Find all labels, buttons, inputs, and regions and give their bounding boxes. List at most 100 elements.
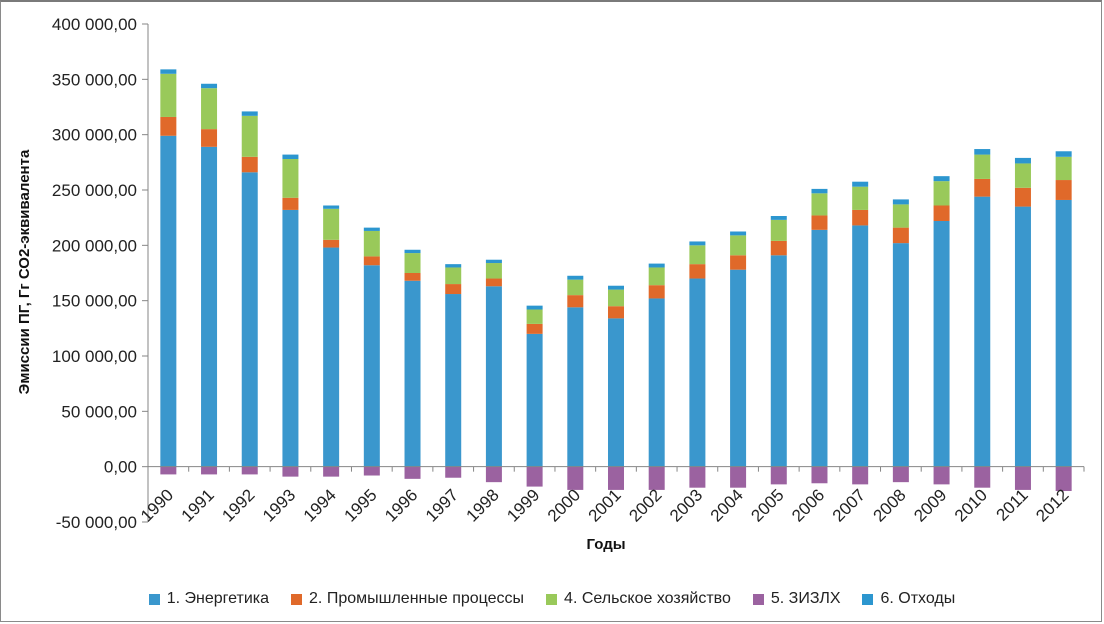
bar-segment-2003-series-4	[689, 466, 706, 488]
y-tick-label: 300 000,00	[52, 126, 137, 145]
y-axis: -50 000,00 0,00 50 000,00 100 000,00 150 000…	[52, 15, 149, 532]
x-tick-label: 1994	[300, 485, 340, 525]
bar-segment-2003-series-3	[689, 245, 706, 265]
bar-segment-2010-series-4	[974, 466, 991, 488]
bar-segment-1994-series-1	[323, 247, 340, 467]
bar-segment-1990-series-3	[160, 73, 177, 117]
legend-item-2: 2. Промышленные процессы	[291, 590, 524, 608]
legend-swatch	[148, 593, 160, 605]
bar-segment-2011-series-2	[1014, 187, 1031, 207]
bar-segment-2003-series-5	[689, 241, 706, 246]
x-tick-label: 2006	[788, 485, 828, 525]
bar-segment-2004-series-2	[730, 255, 747, 270]
bar-segment-2011-series-1	[1014, 206, 1031, 467]
bar-segment-1992-series-1	[241, 172, 258, 467]
bar-segment-2010-series-1	[974, 196, 991, 467]
bar-segment-2005-series-4	[770, 466, 787, 485]
y-tick-label: 50 000,00	[61, 402, 137, 421]
bar-segment-1995-series-1	[363, 265, 380, 467]
bar-segment-2004-series-5	[730, 231, 747, 236]
legend-label: 4. Сельское хозяйство	[564, 590, 731, 607]
bar-segment-1999-series-3	[526, 309, 543, 324]
x-tick-label: 2009	[910, 485, 950, 525]
bar-segment-1992-series-5	[241, 111, 258, 116]
legend-item-1: 1. Энергетика	[148, 590, 269, 608]
bar-segment-2012-series-1	[1055, 199, 1072, 467]
x-tick-label: 2000	[544, 485, 584, 525]
x-tick-label: 2002	[625, 485, 665, 525]
bar-segment-1990-series-2	[160, 116, 177, 136]
bar-segment-1997-series-2	[445, 284, 462, 295]
x-tick-label: 2007	[829, 485, 869, 525]
bar-segment-2002-series-2	[648, 285, 665, 299]
bar-segment-1999-series-4	[526, 466, 543, 487]
bar-segment-2007-series-1	[852, 225, 869, 467]
y-tick-label: -50 000,00	[56, 513, 137, 532]
bar-segment-2008-series-1	[892, 243, 909, 467]
bar-segment-1991-series-5	[201, 83, 218, 89]
bar-segment-1992-series-4	[241, 466, 258, 475]
bar-segment-2006-series-1	[811, 229, 828, 467]
bar-segment-2001-series-2	[608, 306, 624, 319]
x-tick-label: 2004	[707, 485, 747, 525]
legend-swatch	[752, 593, 764, 605]
bar-segment-2000-series-5	[567, 275, 584, 280]
x-tick-label: 2011	[992, 485, 1031, 524]
bar-segment-2005-series-5	[770, 216, 787, 220]
legend-item-5: 6. Отходы	[862, 590, 955, 608]
bar-segment-1999-series-2	[526, 323, 543, 334]
y-tick-label: 350 000,00	[52, 70, 137, 89]
chart-legend: 1. Энергетика 2. Промышленные процессы 4. …	[0, 586, 1104, 612]
y-tick-label: 200 000,00	[52, 236, 137, 255]
bar-segment-2002-series-5	[648, 263, 665, 268]
x-tick-label: 1991	[178, 485, 218, 525]
bar-segment-1992-series-3	[241, 115, 258, 157]
x-tick-label: 2005	[747, 485, 787, 525]
legend-label: 2. Промышленные процессы	[309, 590, 525, 607]
bar-segment-1997-series-4	[445, 466, 462, 478]
bar-segment-2004-series-3	[730, 235, 747, 256]
bar-segment-1991-series-4	[201, 466, 218, 475]
bar-segment-2009-series-2	[933, 205, 950, 221]
bar-segment-1991-series-1	[201, 146, 218, 467]
bar-segment-2011-series-4	[1014, 466, 1031, 490]
bar-segment-2001-series-5	[608, 285, 624, 290]
bar-segment-2012-series-4	[1055, 466, 1072, 492]
bar-segment-1993-series-5	[282, 154, 299, 160]
bar-segment-1998-series-2	[485, 278, 502, 287]
bar-segment-1994-series-2	[323, 239, 340, 248]
bar-segment-1993-series-3	[282, 159, 299, 198]
bar-segment-2001-series-4	[608, 466, 624, 490]
y-tick-label: 150 000,00	[52, 292, 137, 311]
bar-segment-2009-series-4	[933, 466, 950, 485]
bar-segment-1993-series-2	[282, 197, 299, 210]
bar-segment-1999-series-1	[526, 333, 543, 467]
bar-segment-2007-series-2	[852, 209, 869, 226]
bar-segment-1995-series-3	[363, 230, 380, 257]
bar-segment-2009-series-1	[933, 220, 950, 467]
bar-segment-2009-series-5	[933, 176, 950, 182]
bar-segment-2012-series-3	[1055, 156, 1072, 181]
legend-item-3: 4. Сельское хозяйство	[546, 590, 731, 608]
bar-segment-1997-series-5	[445, 264, 462, 268]
bar-segment-1999-series-5	[526, 305, 543, 310]
legend-label: 5. ЗИЗЛХ	[770, 590, 841, 607]
x-tick-label: 2008	[870, 485, 910, 525]
bar-segment-2000-series-4	[567, 466, 584, 490]
bar-segment-2000-series-1	[567, 307, 584, 467]
bar-segment-1990-series-5	[160, 69, 177, 74]
chart-plot: -50 000,00 0,00 50 000,00 100 000,00 150 000…	[16, 15, 1085, 553]
bar-segment-2006-series-4	[811, 466, 828, 484]
bar-segment-2008-series-2	[892, 227, 909, 244]
x-tick-label: 1998	[463, 485, 503, 525]
bar-segment-2011-series-3	[1014, 163, 1031, 188]
legend-swatch	[546, 593, 558, 605]
bar-segment-2011-series-5	[1014, 157, 1031, 164]
bar-segment-1994-series-5	[323, 205, 340, 209]
x-tick-label: 2010	[951, 485, 991, 525]
bar-segment-2010-series-2	[974, 178, 991, 197]
legend-label: 6. Отходы	[880, 590, 956, 607]
bar-segment-1990-series-4	[160, 466, 177, 475]
bar-segment-2006-series-3	[811, 193, 828, 216]
